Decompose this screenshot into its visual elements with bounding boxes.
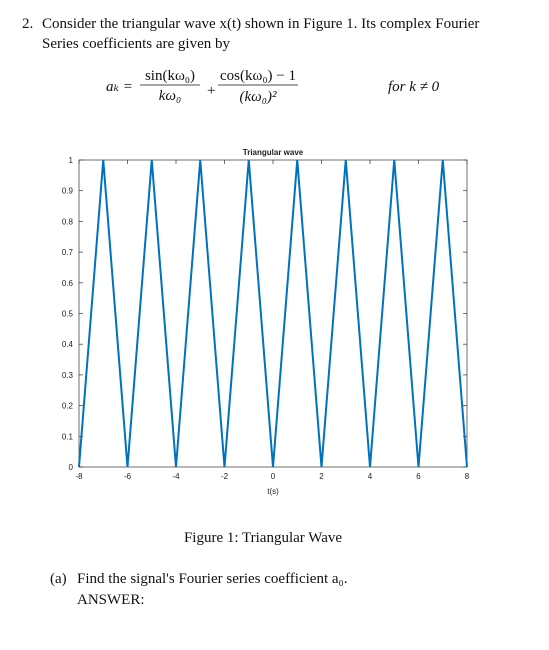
- x-tick-label: 2: [319, 472, 324, 481]
- plot-frame: [78, 159, 468, 468]
- x-tick-label: 6: [416, 472, 421, 481]
- x-tick-label: -6: [124, 472, 132, 481]
- formula-numerator: cos(kω₀) − 1: [220, 68, 296, 84]
- y-tick-label: 0.3: [62, 371, 74, 380]
- x-tick-label: 4: [368, 472, 373, 481]
- chart-title: Triangular wave: [243, 148, 304, 157]
- part-label: (a): [50, 571, 67, 587]
- x-tick-label: 0: [271, 472, 276, 481]
- y-tick-label: 0.7: [62, 248, 74, 257]
- question-number: 2.: [22, 16, 33, 32]
- y-tick-label: 0: [69, 463, 74, 472]
- formula-plus: +: [207, 83, 215, 99]
- y-tick-label: 1: [69, 156, 74, 165]
- y-tick-label: 0.1: [62, 432, 74, 441]
- chart: Triangular wave t(s) 0 0.1 0.2 0.3 0.4 0.5 0.6 0.…: [62, 148, 470, 496]
- y-tick-label: 0.5: [62, 310, 74, 319]
- y-tick-label: 0.9: [62, 187, 74, 196]
- line-series: [78, 159, 468, 468]
- question-text: Consider the triangular wave x(t) shown …: [42, 16, 479, 32]
- x-tick-label: -2: [221, 472, 229, 481]
- question-text: Series coefficients are given by: [42, 36, 230, 52]
- formula-denominator: kω₀: [159, 88, 181, 104]
- figure-caption: Figure 1: Triangular Wave: [184, 530, 342, 546]
- x-axis-label: t(s): [267, 487, 279, 496]
- part-text: Find the signal's Fourier series coeffic…: [77, 571, 348, 587]
- formula-denominator: (kω₀)²: [240, 89, 277, 105]
- y-tick-label: 0.6: [62, 279, 74, 288]
- y-tick-label: 0.8: [62, 217, 74, 226]
- formula-numerator: sin(kω₀): [145, 68, 195, 84]
- formula-lhs: aₖ =: [106, 79, 133, 95]
- y-tick-label: 0.4: [62, 340, 74, 349]
- formula-condition: for k ≠ 0: [388, 79, 440, 95]
- x-tick-label: -4: [172, 472, 180, 481]
- x-tick-label: -8: [75, 472, 83, 481]
- y-tick-label: 0.2: [62, 402, 74, 411]
- answer-label: ANSWER:: [77, 592, 145, 608]
- x-tick-label: 8: [465, 472, 470, 481]
